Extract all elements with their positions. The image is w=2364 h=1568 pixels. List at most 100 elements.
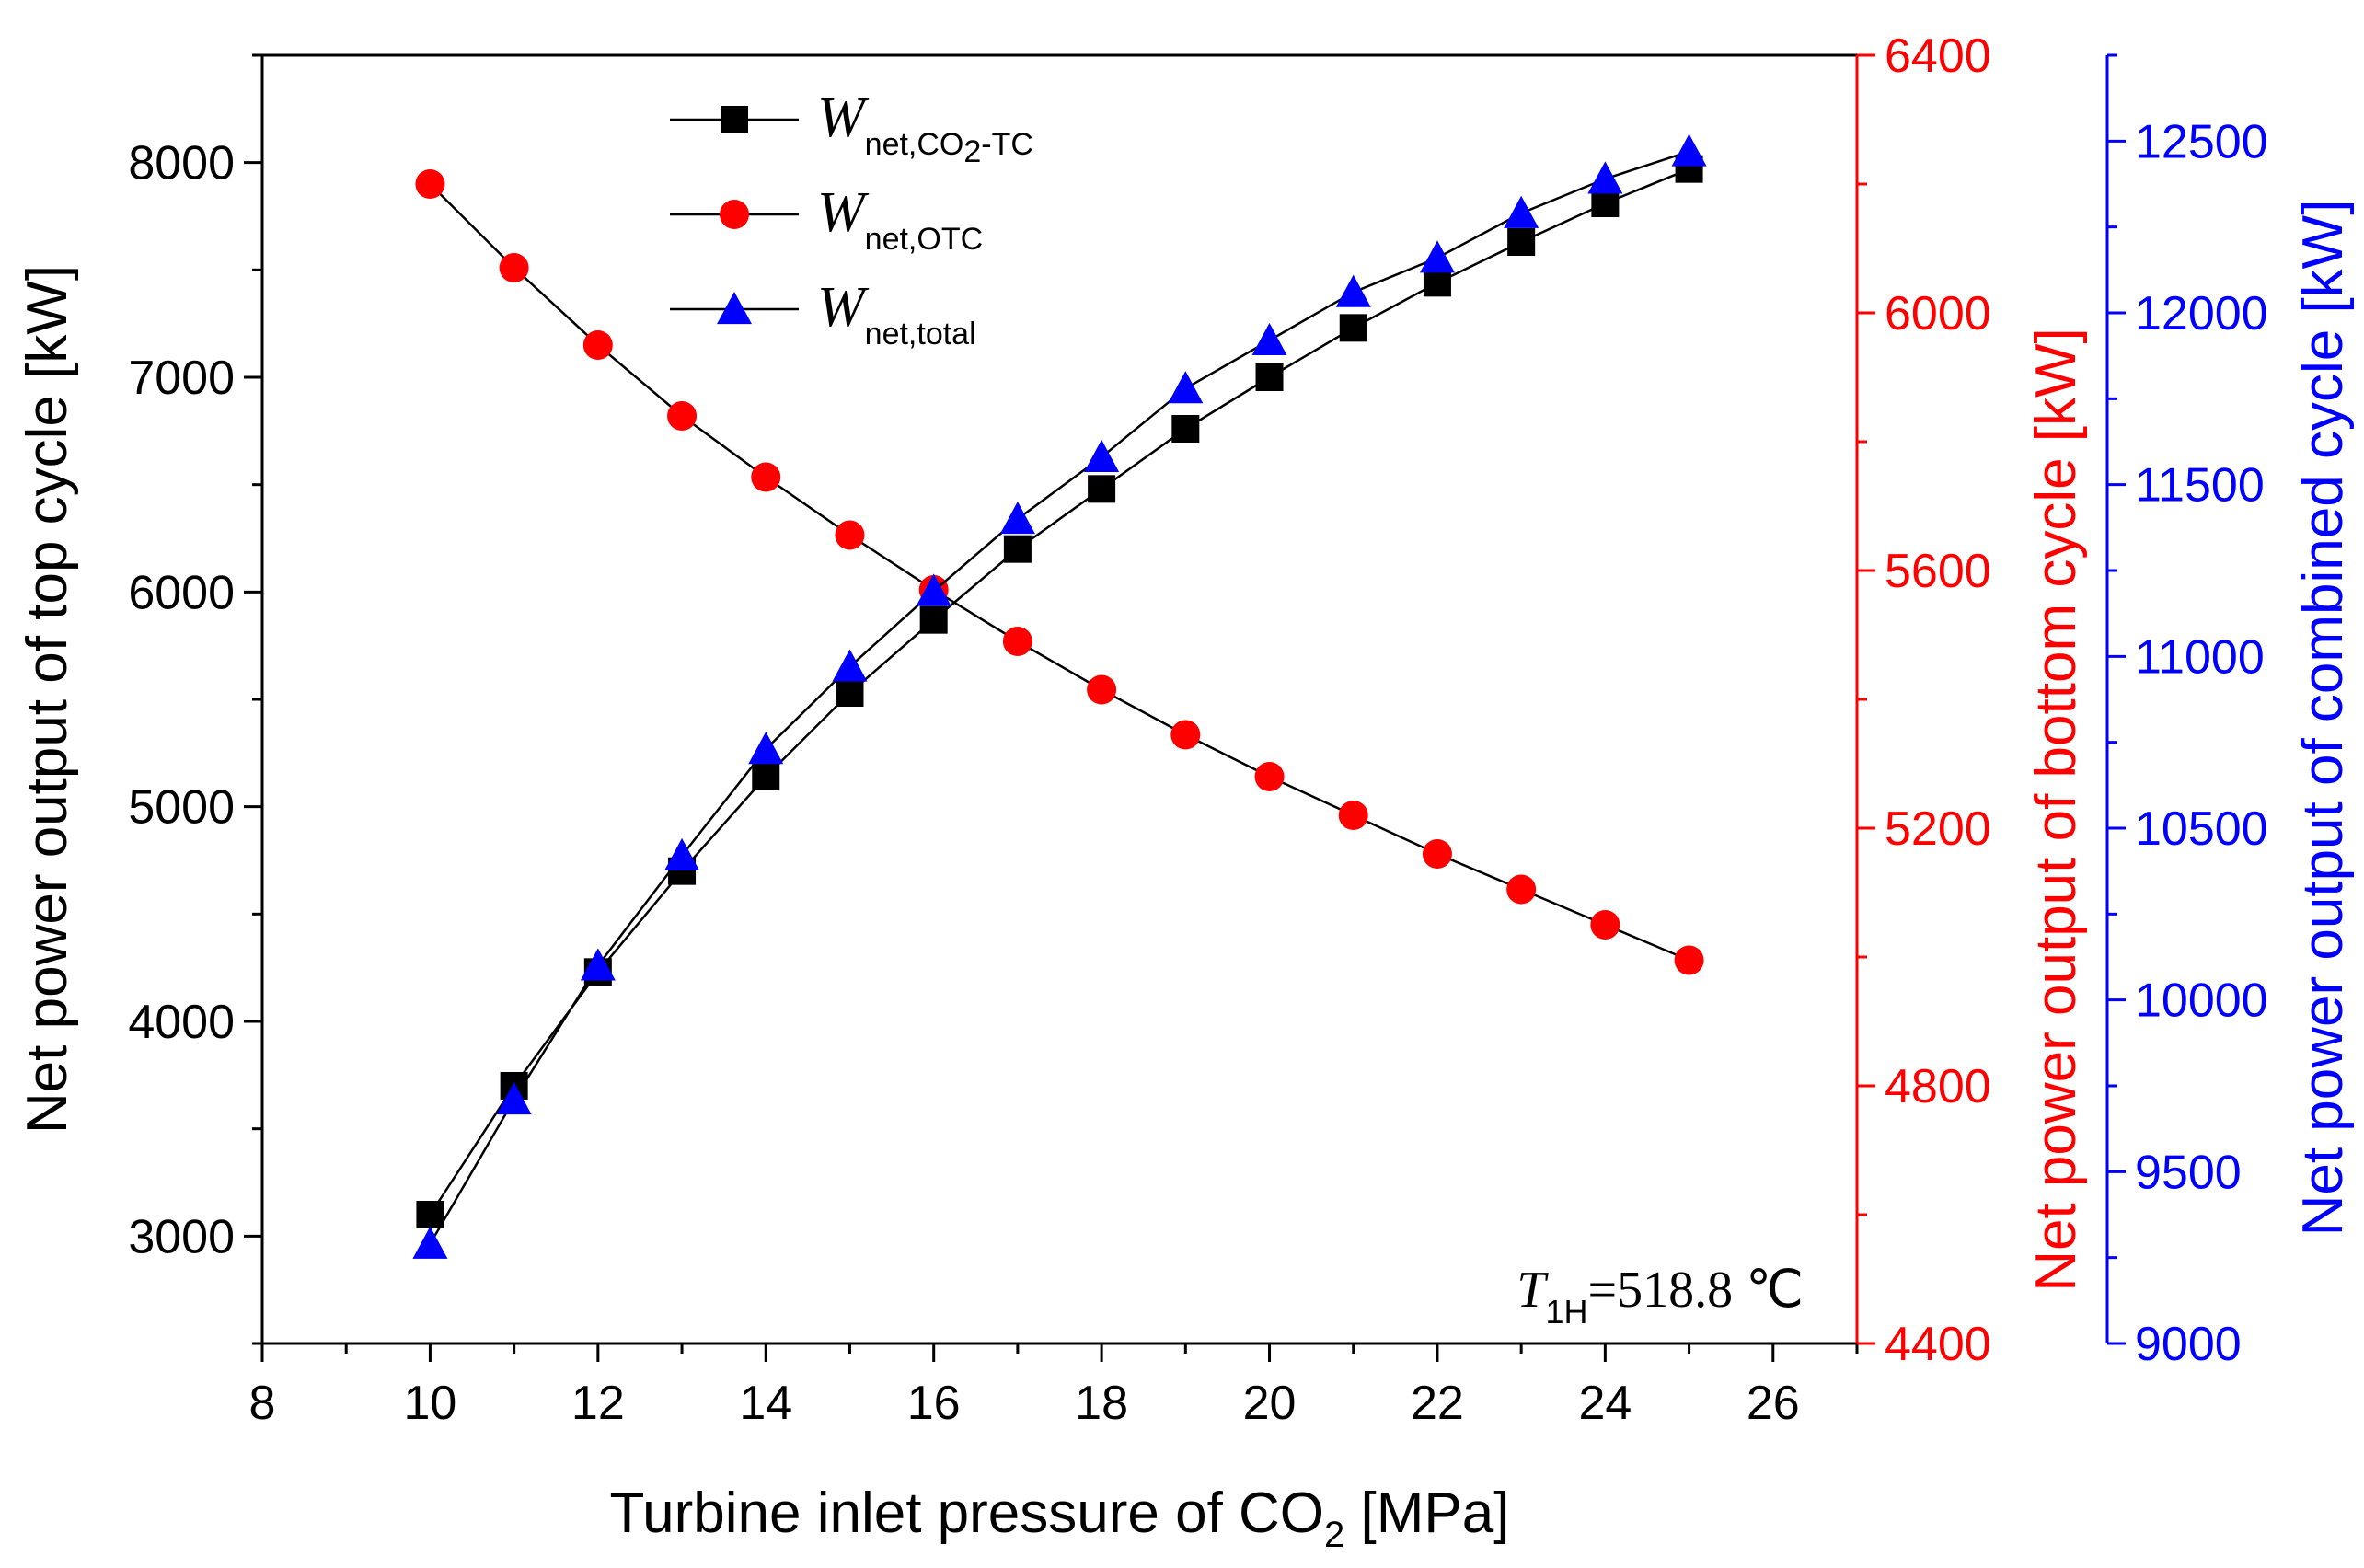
legend-marker bbox=[717, 292, 752, 325]
series-triangle bbox=[412, 133, 1707, 1259]
annotation-subscript: 1H bbox=[1545, 1293, 1587, 1331]
legend-label-subscript-2: 2 bbox=[963, 134, 981, 169]
left-axis-tick-label: 4000 bbox=[128, 996, 235, 1049]
series-line bbox=[429, 150, 1689, 1245]
data-point bbox=[916, 573, 951, 606]
data-point bbox=[832, 649, 868, 682]
x-tick-label: 26 bbox=[1747, 1377, 1800, 1430]
left-axis-tick-label: 5000 bbox=[128, 781, 235, 835]
legend-label-subscript: net,total bbox=[865, 317, 976, 352]
x-tick-label: 14 bbox=[739, 1377, 792, 1430]
x-axis-title: Turbine inlet pressure of CO2 [MPa] bbox=[610, 1482, 1510, 1555]
data-point bbox=[1170, 720, 1201, 750]
data-point bbox=[415, 169, 445, 199]
data-point bbox=[1338, 801, 1368, 830]
legend-label-subscript: net,CO bbox=[865, 127, 964, 162]
data-point bbox=[496, 1081, 532, 1115]
series-circle bbox=[415, 169, 1704, 975]
legend-marker bbox=[720, 200, 749, 229]
right-axis-tick-label: 6400 bbox=[1885, 29, 1991, 83]
left-axis-tick-label: 8000 bbox=[128, 137, 235, 190]
x-axis-title-main: Turbine inlet pressure of CO bbox=[610, 1482, 1324, 1545]
data-point bbox=[499, 253, 529, 282]
data-point bbox=[1003, 535, 1032, 563]
left-axis-title: Net power output of top cycle [kW] bbox=[16, 265, 79, 1134]
data-point bbox=[1339, 314, 1367, 342]
legend-label-main: W bbox=[817, 276, 870, 339]
data-point bbox=[836, 679, 864, 707]
data-point bbox=[1422, 839, 1452, 869]
data-point bbox=[580, 948, 616, 981]
data-point bbox=[748, 732, 784, 765]
data-point bbox=[1084, 439, 1120, 472]
second-right-axis-tick-label: 9000 bbox=[2135, 1318, 2242, 1371]
right-axis-title: Net power output of bottom cycle [kW] bbox=[2024, 328, 2088, 1292]
left-axis-tick-label: 6000 bbox=[128, 566, 235, 619]
data-point bbox=[1590, 910, 1620, 940]
second-right-axis-tick-label: 12000 bbox=[2135, 287, 2268, 340]
data-point bbox=[1591, 190, 1620, 217]
legend-label-main: W bbox=[817, 181, 870, 244]
right-axis-tick-label: 4400 bbox=[1885, 1318, 1991, 1371]
data-point bbox=[582, 330, 613, 360]
data-point bbox=[1419, 240, 1455, 273]
right-axis-tick-label: 6000 bbox=[1885, 287, 1991, 340]
data-point bbox=[1254, 762, 1285, 791]
annotation: T1H=518.8 ℃ bbox=[1516, 1262, 1804, 1331]
x-tick-label: 8 bbox=[249, 1377, 276, 1430]
x-tick-label: 18 bbox=[1075, 1377, 1128, 1430]
x-tick-label: 24 bbox=[1578, 1377, 1632, 1430]
data-point bbox=[1002, 627, 1032, 656]
data-point bbox=[1587, 161, 1623, 194]
x-tick-label: 22 bbox=[1411, 1377, 1464, 1430]
legend-marker bbox=[721, 106, 748, 133]
x-tick-label: 12 bbox=[571, 1377, 625, 1430]
legend-label: Wnet,total bbox=[817, 276, 976, 352]
data-point bbox=[1088, 475, 1116, 503]
data-point bbox=[999, 502, 1035, 535]
data-point bbox=[1087, 674, 1117, 705]
data-point bbox=[1251, 322, 1287, 356]
right-axis-tick-label: 5200 bbox=[1885, 802, 1991, 856]
second-right-axis-tick-label: 11500 bbox=[2135, 459, 2265, 513]
data-point bbox=[1168, 371, 1204, 404]
data-point bbox=[751, 462, 781, 492]
data-point bbox=[412, 1226, 448, 1259]
data-point bbox=[1671, 133, 1707, 167]
second-right-axis-tick-label: 12500 bbox=[2135, 115, 2268, 168]
x-tick-label: 20 bbox=[1243, 1377, 1297, 1430]
series-line bbox=[429, 167, 1690, 1216]
right-axis-tick-label: 4800 bbox=[1885, 1060, 1991, 1113]
data-point bbox=[1504, 195, 1539, 228]
data-point bbox=[919, 605, 948, 634]
data-point bbox=[1423, 269, 1451, 297]
x-tick-label: 10 bbox=[403, 1377, 456, 1430]
data-point bbox=[416, 1201, 444, 1228]
x-axis-title-subscript: 2 bbox=[1324, 1515, 1344, 1555]
data-point bbox=[667, 401, 698, 431]
data-point bbox=[1171, 415, 1200, 443]
x-axis-title-unit: [MPa] bbox=[1344, 1482, 1509, 1545]
legend-label: Wnet,CO2-TC bbox=[817, 86, 1033, 169]
second-right-axis-tick-label: 11000 bbox=[2135, 630, 2265, 684]
data-point bbox=[752, 763, 780, 790]
data-point bbox=[664, 837, 700, 871]
second-right-axis-tick-label: 10500 bbox=[2135, 802, 2268, 856]
second-right-axis-title: Net power output of combined cycle [kW] bbox=[2291, 200, 2355, 1237]
legend-label-main: W bbox=[817, 86, 870, 149]
data-point bbox=[1506, 874, 1537, 905]
left-axis-tick-label: 3000 bbox=[128, 1210, 235, 1263]
x-tick-label: 16 bbox=[907, 1377, 961, 1430]
data-point bbox=[1507, 228, 1536, 256]
series-line bbox=[429, 183, 1690, 962]
annotation-value: =518.8 ℃ bbox=[1588, 1262, 1804, 1319]
plot-area: 8 10 12 14 16 18 20 22 24 26300040005000600070008… bbox=[16, 29, 2355, 1555]
data-point bbox=[1255, 363, 1284, 391]
legend-label: Wnet,OTC bbox=[817, 181, 983, 257]
left-axis-tick-label: 7000 bbox=[128, 352, 235, 405]
second-right-axis-tick-label: 10000 bbox=[2135, 974, 2268, 1028]
data-point bbox=[1674, 945, 1704, 975]
